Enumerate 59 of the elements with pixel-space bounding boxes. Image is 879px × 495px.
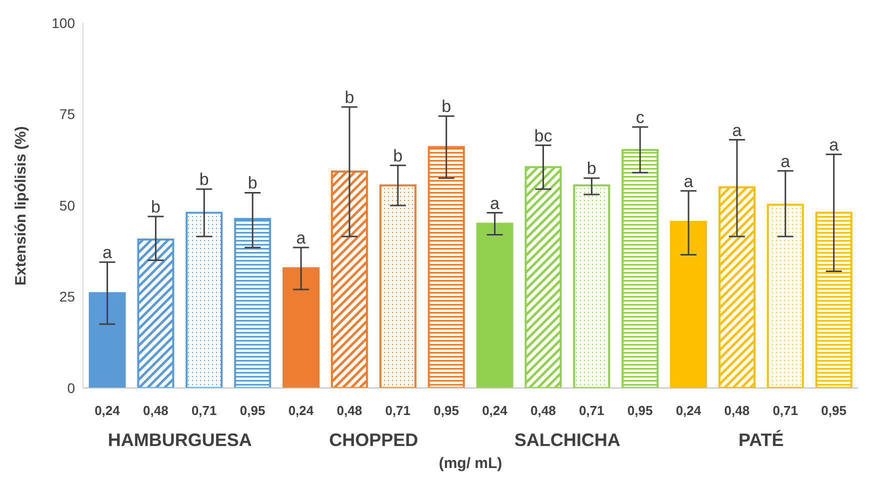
bar [186,212,223,388]
x-tick-label: 0,48 [724,403,750,418]
bar [330,170,368,388]
annotation: bc [534,126,553,146]
bar [718,186,756,388]
x-tick-label: 0,24 [288,403,314,418]
annotation: b [344,88,354,107]
y-axis-title: Extensión lipólisis (%) [12,126,30,286]
bar [379,184,416,388]
y-tick-label: 75 [59,106,76,122]
bar [524,166,562,388]
annotation: b [393,146,403,166]
annotation: b [248,174,258,193]
x-tick-label: 0,24 [94,403,121,418]
x-tick-label: 0,71 [772,403,798,418]
x-tick-label: 0,48 [530,403,556,418]
annotation: b [442,97,452,116]
text: PATÉ [737,430,785,451]
x-tick-label: 0,71 [191,403,217,418]
y-tick-label: 25 [59,288,76,305]
y-tick-label: 100 [52,14,76,31]
bar [428,146,465,388]
x-tick-label: 0,71 [578,403,604,418]
annotation: a [732,120,742,140]
bar [234,218,272,388]
x-tick-label: 0,71 [385,403,410,418]
bar [476,222,514,388]
annotation: a [296,228,306,248]
x-tick-label: 0,48 [336,403,362,418]
x-tick-label: 0,95 [240,403,266,418]
x-axis-title: (mg/ mL) [438,455,504,472]
text: CHOPPED [328,430,420,451]
annotation: a [829,135,840,154]
annotation: a [684,172,694,191]
bar [573,184,610,388]
text: SALCHICHA [513,430,622,451]
x-tick-label: 0,95 [434,403,459,418]
bar [815,212,852,388]
bar [137,238,174,388]
bar [670,220,708,388]
bar [88,292,126,388]
bar [622,149,659,388]
annotation: b [586,159,596,178]
annotation: b [150,197,160,216]
bar [282,267,320,388]
bar [766,204,804,388]
x-tick-label: 0,95 [627,403,653,418]
annotation: b [199,170,209,190]
x-tick-label: 0,24 [676,403,702,418]
y-tick-label: 0 [67,380,76,396]
annotation: a [490,194,500,213]
y-tick-label: 50 [59,197,76,214]
annotation: a [780,152,791,171]
x-tick-label: 0,24 [482,403,508,418]
x-tick-label: 0,48 [143,403,168,418]
annotation: a [102,243,113,262]
x-tick-label: 0,95 [821,403,846,418]
annotation: c [636,108,645,128]
text: HAMBURGUESA [106,430,253,451]
